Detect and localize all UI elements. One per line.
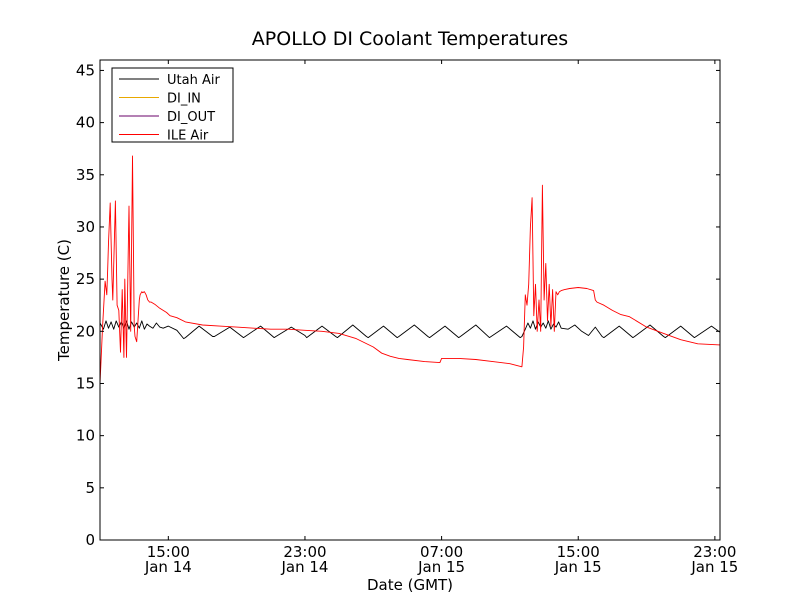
legend-label: ILE Air bbox=[167, 129, 209, 144]
y-tick-label: 35 bbox=[76, 166, 95, 184]
y-tick-label: 15 bbox=[76, 374, 95, 392]
legend-label: DI_IN bbox=[167, 92, 201, 107]
series-line-utah-air bbox=[99, 320, 721, 340]
legend: Utah Air DI_IN DI_OUT ILE Air bbox=[111, 67, 234, 144]
y-tick-label: 5 bbox=[85, 479, 95, 497]
y-tick-label: 30 bbox=[76, 218, 95, 236]
legend-label: Utah Air bbox=[167, 73, 220, 88]
plot-frame bbox=[99, 59, 721, 541]
y-tick-label: 45 bbox=[76, 61, 95, 79]
y-tick-label: 10 bbox=[76, 427, 95, 445]
x-tick-label-date: Jan 15 bbox=[417, 558, 465, 576]
y-tick-label: 40 bbox=[76, 114, 95, 132]
y-tick-label: 25 bbox=[76, 270, 95, 288]
legend-label: DI_OUT bbox=[167, 110, 215, 125]
x-tick-label-date: Jan 15 bbox=[690, 558, 738, 576]
y-tick-label: 20 bbox=[76, 322, 95, 340]
x-tick-label-time: 23:00 bbox=[283, 543, 326, 561]
series-group bbox=[99, 155, 721, 384]
x-tick-label-time: 15:00 bbox=[557, 543, 600, 561]
y-axis-label: Temperature (C) bbox=[55, 239, 73, 362]
chart-title: APOLLO DI Coolant Temperatures bbox=[252, 28, 568, 50]
y-tick-label: 0 bbox=[85, 531, 95, 549]
x-tick-label-time: 23:00 bbox=[693, 543, 736, 561]
series-line-ile-air bbox=[99, 155, 721, 384]
x-tick-label-date: Jan 15 bbox=[554, 558, 602, 576]
x-tick-label-date: Jan 14 bbox=[144, 558, 192, 576]
legend-box bbox=[111, 67, 234, 143]
x-tick-label-time: 15:00 bbox=[147, 543, 190, 561]
x-axis-label: Date (GMT) bbox=[367, 576, 453, 594]
x-tick-label-date: Jan 14 bbox=[280, 558, 328, 576]
x-tick-label-time: 07:00 bbox=[420, 543, 463, 561]
